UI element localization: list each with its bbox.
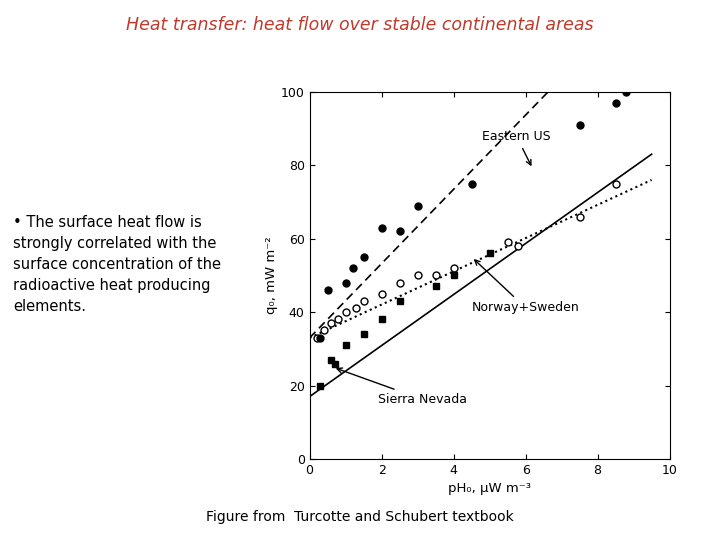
Text: • The surface heat flow is
strongly correlated with the
surface concentration of: • The surface heat flow is strongly corr… bbox=[13, 215, 221, 314]
Y-axis label: q₀, mW m⁻²: q₀, mW m⁻² bbox=[265, 237, 278, 314]
Text: Norway+Sweden: Norway+Sweden bbox=[472, 260, 580, 314]
Text: Figure from  Turcotte and Schubert textbook: Figure from Turcotte and Schubert textbo… bbox=[206, 510, 514, 524]
Text: Heat transfer: heat flow over stable continental areas: Heat transfer: heat flow over stable con… bbox=[126, 16, 594, 34]
Text: Sierra Nevada: Sierra Nevada bbox=[337, 368, 467, 406]
Text: Eastern US: Eastern US bbox=[482, 130, 551, 165]
X-axis label: pH₀, μW m⁻³: pH₀, μW m⁻³ bbox=[448, 482, 531, 495]
